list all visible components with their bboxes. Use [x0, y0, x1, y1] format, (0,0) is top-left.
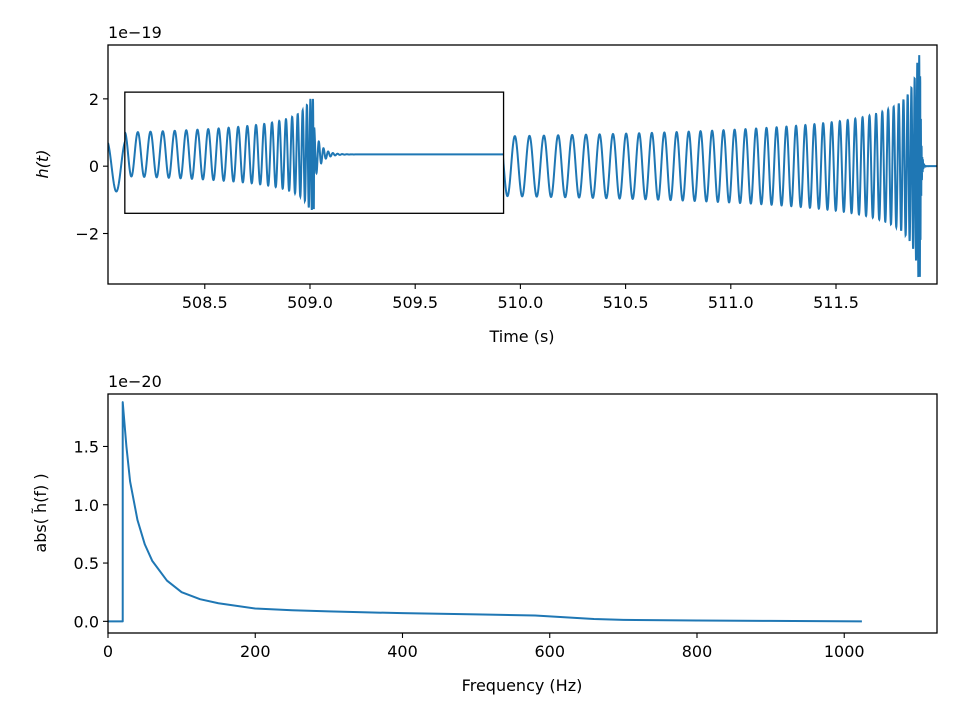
time-x-axis-label: Time (s): [488, 327, 554, 346]
time-y-tick-label: 2: [89, 90, 99, 109]
frequency-y-tick-label: 0.5: [74, 554, 99, 573]
time-domain-plot-area: [108, 55, 937, 278]
frequency-y-axis-label: abs( h̃(f) ): [31, 473, 50, 552]
frequency-domain-panel: 0 200 400 600 800 1000 0.0 0.5 1.0 1.5 1e−20 Fre…: [31, 372, 938, 695]
frequency-x-tick-label: 800: [682, 642, 713, 661]
time-domain-panel: 508.5 509.0 509.5 510.0 510.5 511.0 511.5 −2 0 2…: [33, 23, 938, 346]
time-x-tick-label: 509.0: [287, 293, 333, 312]
frequency-x-axis-label: Frequency (Hz): [462, 676, 583, 695]
frequency-offset-label: 1e−20: [108, 372, 162, 391]
frequency-x-ticks: 0 200 400 600 800 1000: [103, 633, 865, 661]
time-y-axis-label: h(t): [33, 150, 52, 179]
inset-waveform-line: [124, 98, 504, 210]
time-y-ticks: −2 0 2: [75, 90, 108, 244]
frequency-x-tick-label: 600: [534, 642, 565, 661]
spectrum-line: [108, 401, 862, 623]
frequency-y-ticks: 0.0 0.5 1.0 1.5: [74, 437, 108, 631]
time-domain-frame: [107, 44, 938, 285]
frequency-y-tick-label: 1.5: [74, 437, 99, 456]
time-offset-label: 1e−19: [108, 23, 162, 42]
frequency-x-tick-label: 400: [387, 642, 418, 661]
frequency-domain-plot-area: [108, 401, 862, 623]
frequency-x-tick-label: 1000: [824, 642, 865, 661]
time-x-ticks: 508.5 509.0 509.5 510.0 510.5 511.0 511.5: [182, 284, 859, 312]
time-y-tick-label: 0: [89, 157, 99, 176]
time-x-tick-label: 510.5: [603, 293, 649, 312]
time-y-tick-label: −2: [75, 225, 99, 244]
inset-frame: [124, 91, 505, 214]
frequency-y-tick-label: 0.0: [74, 612, 99, 631]
time-x-tick-label: 508.5: [182, 293, 228, 312]
frequency-domain-frame: [107, 393, 938, 634]
frequency-x-tick-label: 0: [103, 642, 113, 661]
frequency-x-tick-label: 200: [240, 642, 271, 661]
time-x-tick-label: 510.0: [497, 293, 543, 312]
time-x-tick-label: 511.0: [708, 293, 754, 312]
frequency-y-tick-label: 1.0: [74, 496, 99, 515]
time-x-tick-label: 509.5: [392, 293, 438, 312]
time-x-tick-label: 511.5: [813, 293, 859, 312]
